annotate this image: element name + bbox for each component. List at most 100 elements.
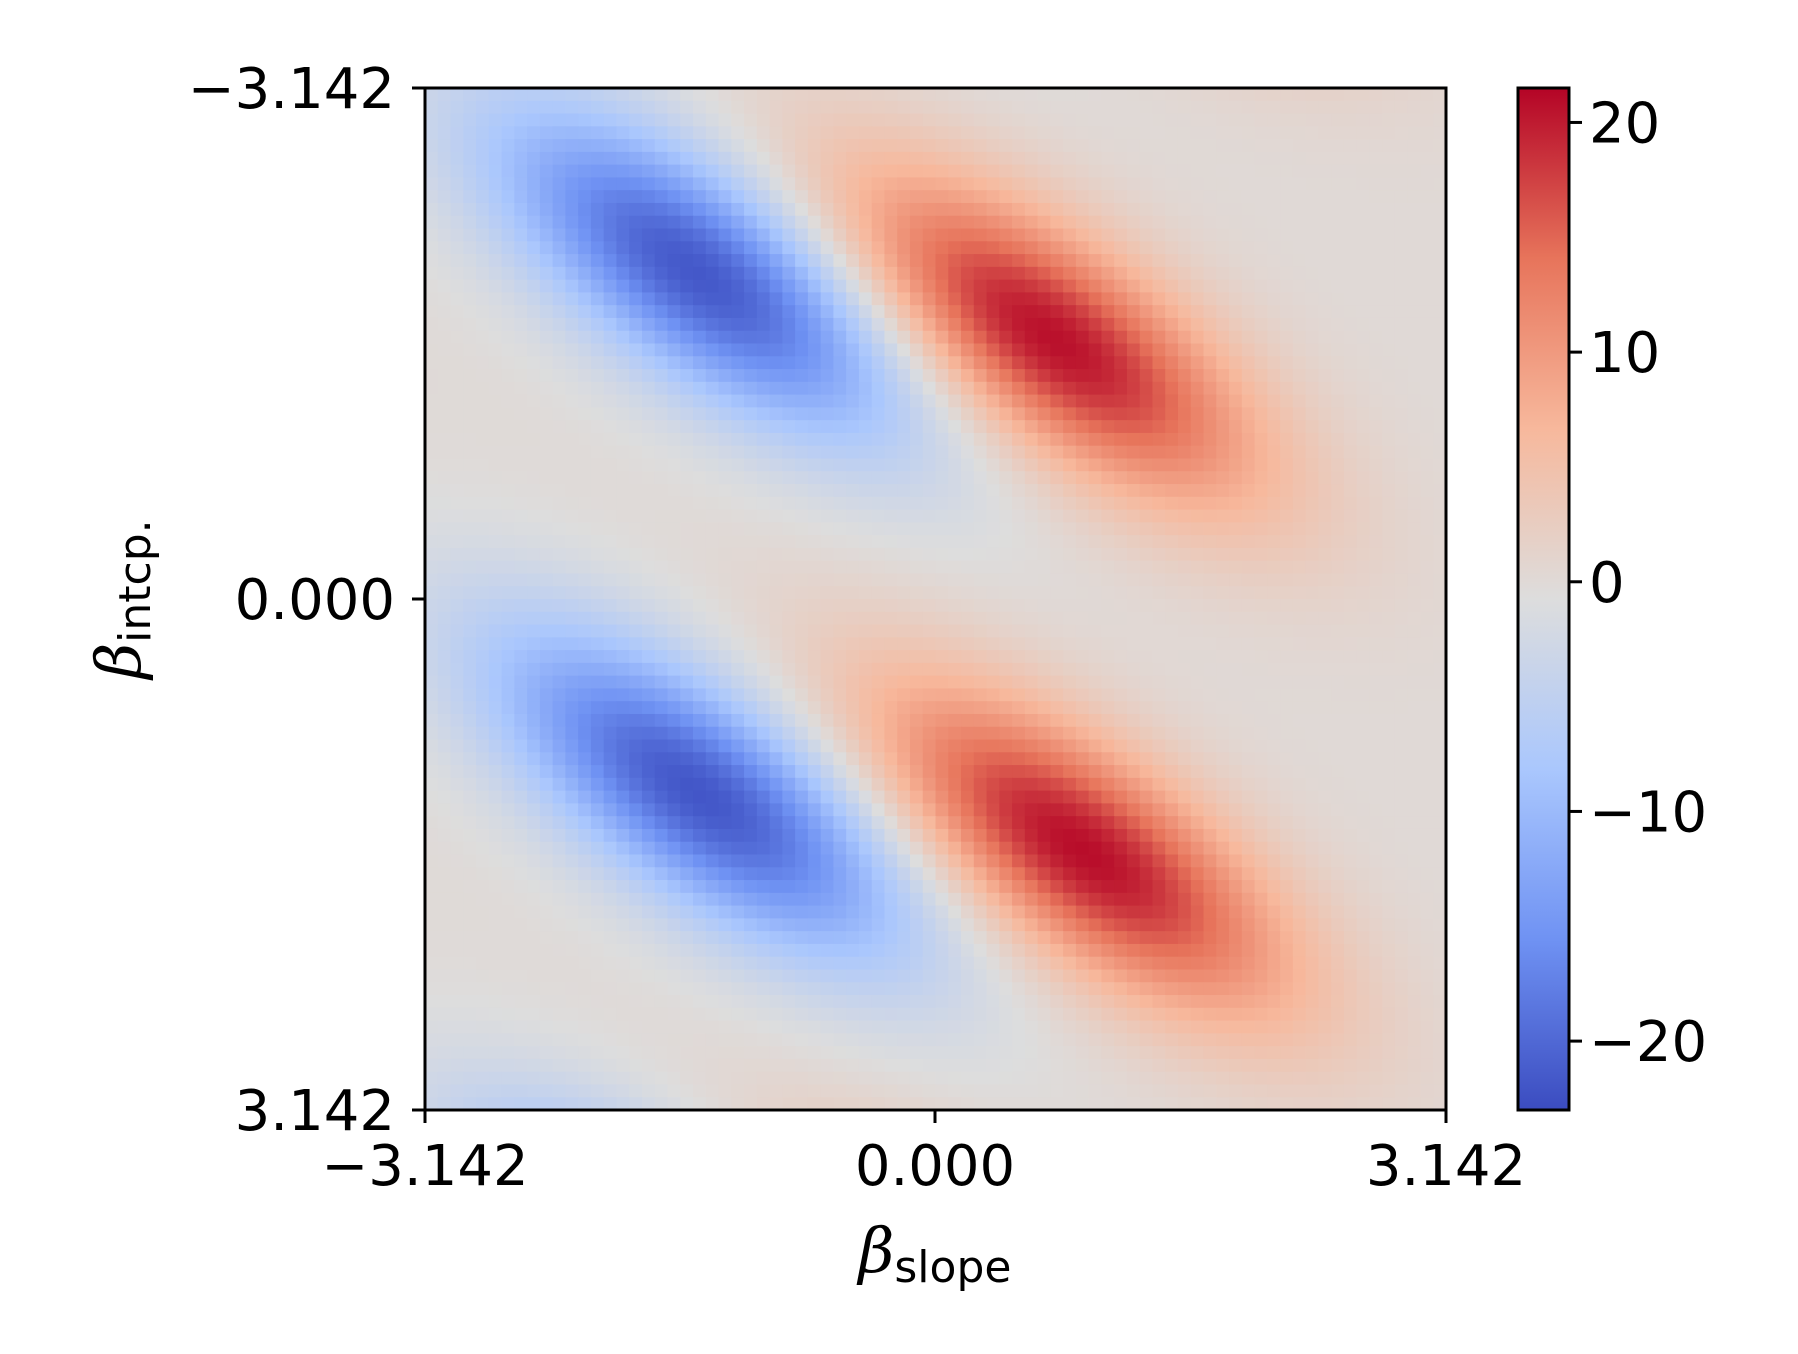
heatmap-cell [1024, 573, 1039, 587]
heatmap-cell [1139, 420, 1154, 434]
heatmap-cell [948, 739, 962, 753]
heatmap-cell [1433, 330, 1447, 345]
heatmap-cell [654, 752, 669, 766]
heatmap-cell [1216, 790, 1230, 805]
heatmap-cell [1088, 841, 1103, 856]
heatmap-cell [1203, 190, 1217, 204]
heatmap-cell [552, 317, 566, 332]
heatmap-cell [603, 599, 618, 613]
heatmap-cell [641, 445, 656, 460]
heatmap-cell [807, 777, 822, 792]
heatmap-cell [1126, 471, 1141, 485]
heatmap-cell [527, 356, 541, 370]
heatmap-cell [488, 688, 503, 702]
heatmap-cell [476, 841, 490, 856]
heatmap-cell [999, 100, 1013, 115]
heatmap-cell [909, 407, 924, 421]
heatmap-cell [603, 330, 618, 345]
heatmap-cell [565, 164, 579, 179]
heatmap-cell [1152, 88, 1166, 102]
heatmap-cell [858, 522, 873, 536]
heatmap-cell [1024, 445, 1039, 460]
heatmap-cell [425, 228, 439, 242]
heatmap-cell [782, 317, 796, 332]
heatmap-cell [973, 739, 988, 753]
heatmap-cell [807, 841, 822, 856]
heatmap-cell [1114, 356, 1128, 370]
heatmap-cell [552, 841, 566, 856]
heatmap-cell [846, 407, 860, 421]
heatmap-cell [935, 190, 949, 204]
heatmap-cell [1126, 164, 1141, 179]
heatmap-cell [897, 394, 911, 408]
heatmap-cell [986, 126, 1000, 140]
heatmap-cell [705, 292, 720, 306]
heatmap-cell [756, 241, 771, 255]
heatmap-cell [1063, 356, 1077, 370]
heatmap-cell [1369, 522, 1383, 536]
heatmap-cell [578, 790, 592, 805]
heatmap-cell [846, 880, 860, 894]
heatmap-cell [616, 688, 630, 702]
heatmap-cell [769, 624, 783, 638]
heatmap-cell [1101, 420, 1115, 434]
heatmap-cell [565, 650, 579, 664]
heatmap-cell [999, 611, 1013, 626]
heatmap-cell [463, 522, 477, 536]
heatmap-cell [1382, 305, 1396, 319]
heatmap-cell [1331, 407, 1345, 421]
heatmap-cell [718, 522, 732, 536]
heatmap-cell [731, 816, 745, 830]
heatmap-cell [1331, 599, 1345, 613]
heatmap-cell [1343, 535, 1358, 549]
heatmap-cell [935, 241, 949, 255]
heatmap-cell [1229, 177, 1243, 191]
heatmap-cell [922, 88, 937, 102]
heatmap-cell [1318, 828, 1332, 843]
heatmap-cell [744, 841, 758, 856]
heatmap-cell [539, 164, 554, 179]
heatmap-cell [1241, 432, 1256, 447]
heatmap-cell [999, 790, 1013, 805]
heatmap-cell [1024, 496, 1039, 511]
heatmap-cell [539, 484, 554, 498]
heatmap-cell [1126, 611, 1141, 626]
heatmap-cell [488, 369, 503, 383]
heatmap-cell [667, 381, 681, 396]
heatmap-cell [820, 509, 834, 523]
heatmap-cell [973, 190, 988, 204]
heatmap-cell [1152, 369, 1166, 383]
heatmap-cell [731, 254, 745, 268]
heatmap-cell [463, 471, 477, 485]
heatmap-cell [1267, 509, 1281, 523]
heatmap-cell [1292, 139, 1307, 153]
heatmap-cell [463, 317, 477, 332]
heatmap-cell [437, 420, 452, 434]
heatmap-cell [705, 394, 720, 408]
heatmap-cell [1394, 560, 1409, 575]
heatmap-cell [667, 765, 681, 779]
heatmap-cell [680, 867, 694, 881]
heatmap-cell [1177, 177, 1192, 191]
heatmap-cell [616, 241, 630, 255]
heatmap-cell [986, 522, 1000, 536]
heatmap-cell [1126, 828, 1141, 843]
heatmap-cell [1101, 88, 1115, 102]
heatmap-cell [1139, 164, 1154, 179]
heatmap-cell [476, 381, 490, 396]
heatmap-cell [718, 777, 732, 792]
heatmap-cell [425, 777, 439, 792]
heatmap-cell [820, 701, 834, 715]
heatmap-cell [1356, 330, 1371, 345]
heatmap-cell [1012, 484, 1026, 498]
heatmap-cell [1114, 752, 1128, 766]
heatmap-cell [705, 471, 720, 485]
heatmap-cell [820, 151, 834, 166]
heatmap-cell [552, 752, 566, 766]
heatmap-cell [1369, 547, 1383, 562]
heatmap-cell [539, 343, 554, 357]
heatmap-cell [1216, 726, 1230, 741]
heatmap-cell [693, 215, 707, 230]
heatmap-cell [1382, 522, 1396, 536]
heatmap-cell [705, 803, 720, 817]
